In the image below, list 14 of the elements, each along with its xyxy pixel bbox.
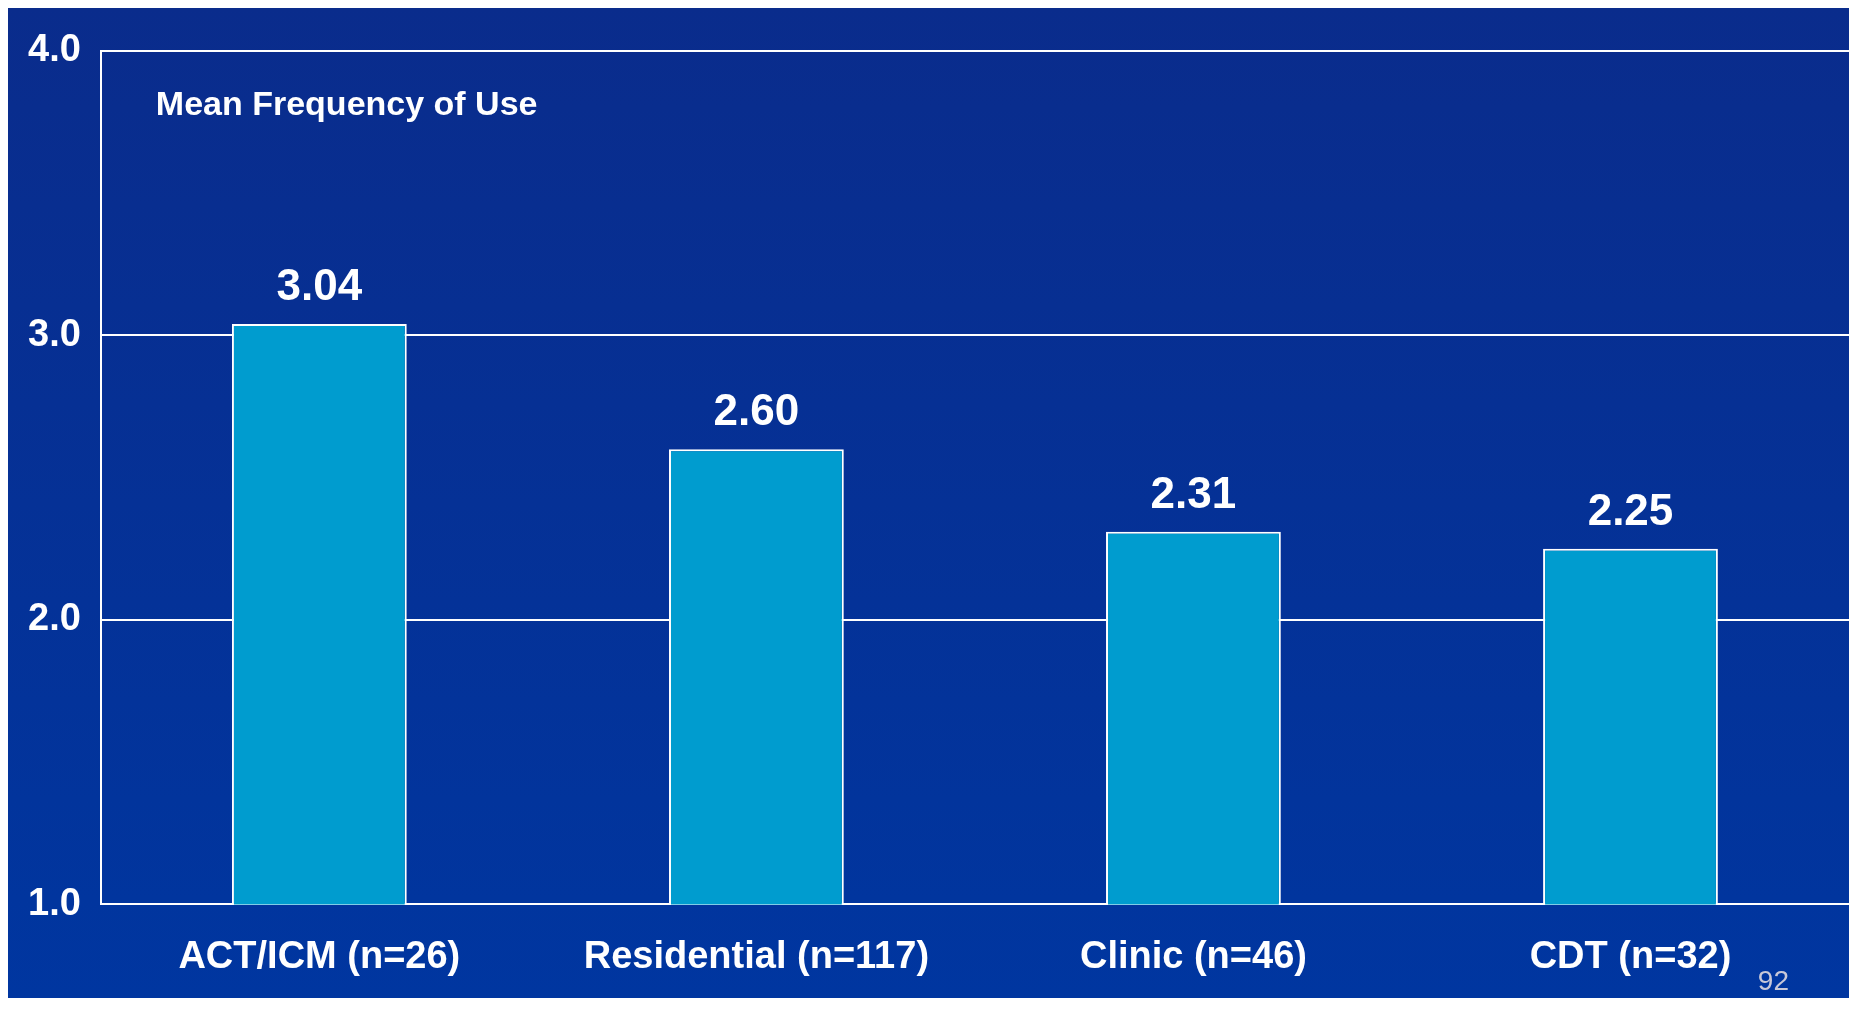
y-tick-label: 1.0 (28, 880, 81, 923)
data-label: 2.25 (1587, 484, 1674, 534)
x-tick-label: CDT (n=32) (1529, 933, 1732, 976)
text: Mean Frequency of Use (155, 84, 538, 123)
y-tick-label: 4.0 (28, 27, 81, 70)
y-tick-label: 2.0 (28, 596, 81, 639)
data-label: 3.04 (276, 260, 363, 310)
text: 92 (1757, 964, 1789, 996)
y-tick-label: 3.0 (28, 311, 81, 354)
x-tick-label: ACT/ICM (n=26) (178, 933, 461, 976)
x-tick-label: Clinic (n=46) (1079, 933, 1307, 976)
data-label: 2.60 (713, 385, 800, 435)
x-tick-label: Residential (n=117) (583, 933, 930, 976)
data-label: 2.31 (1150, 467, 1237, 517)
